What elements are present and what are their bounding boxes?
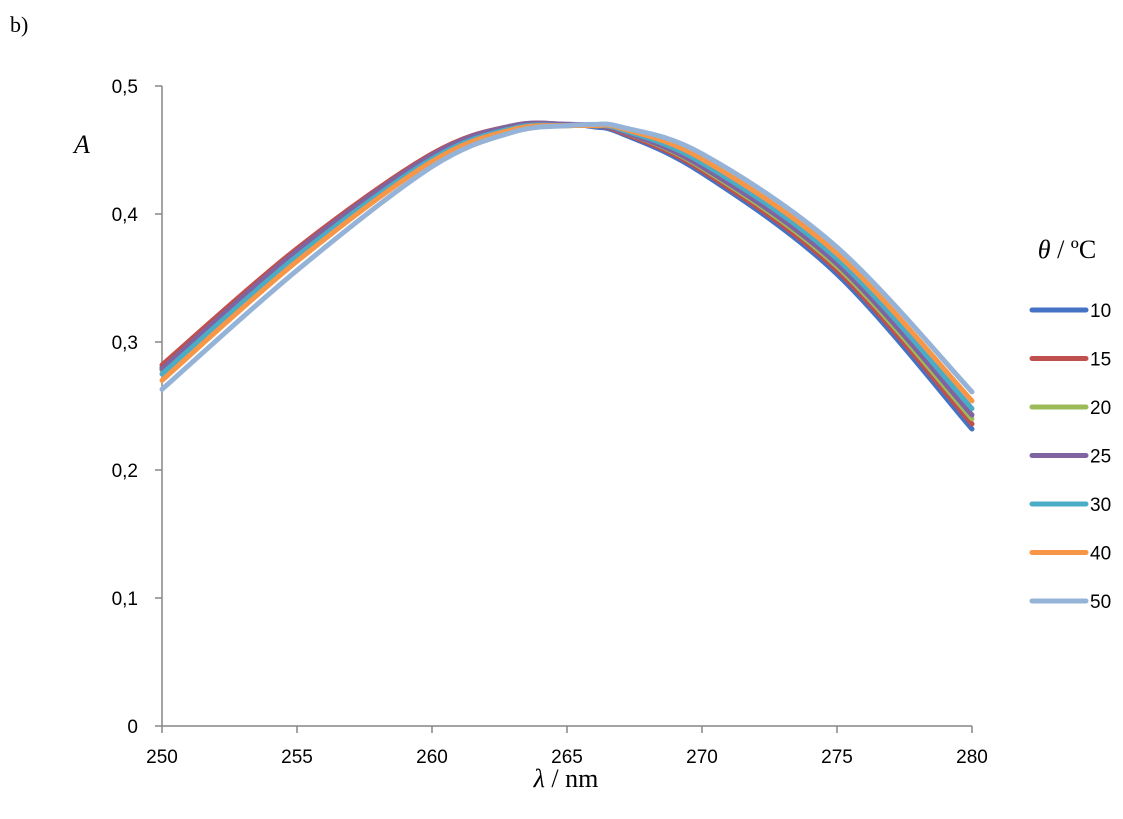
x-axis-label: λ / nm [533, 764, 599, 793]
legend-label-15: 15 [1090, 350, 1111, 371]
legend: θ / ºC 10 15 20 25 30 40 50 [1029, 235, 1111, 613]
axes [161, 86, 973, 733]
x-axis-symbol: λ [533, 764, 545, 793]
y-tick-label: 0 [127, 717, 138, 738]
x-tick-label: 255 [281, 747, 313, 768]
series-layer [159, 120, 975, 432]
x-ticks: 250 255 260 265 270 275 280 [146, 726, 988, 768]
series-line-50 [159, 121, 975, 395]
x-tick-label: 265 [551, 747, 583, 768]
x-tick-label: 275 [821, 747, 853, 768]
legend-label-30: 30 [1090, 495, 1111, 516]
y-axis-label: A [72, 130, 90, 159]
legend-label-10: 10 [1090, 301, 1111, 322]
y-ticks: 0 0,1 0,2 0,3 0,4 0,5 [112, 77, 162, 738]
y-tick-label: 0,3 [112, 333, 138, 354]
x-tick-label: 250 [146, 747, 178, 768]
x-axis-unit: / nm [545, 764, 598, 793]
legend-label-40: 40 [1090, 544, 1111, 565]
legend-title: θ / ºC [1038, 235, 1096, 264]
y-tick-label: 0,1 [112, 589, 138, 610]
x-tick-label: 280 [956, 747, 988, 768]
legend-label-20: 20 [1090, 398, 1111, 419]
y-tick-label: 0,5 [112, 77, 138, 98]
panel-label: b) [10, 12, 29, 37]
y-tick-label: 0,2 [112, 461, 138, 482]
legend-title-unit: / ºC [1051, 235, 1097, 264]
legend-title-symbol: θ [1038, 235, 1051, 264]
legend-label-25: 25 [1090, 447, 1111, 468]
x-tick-label: 260 [416, 747, 448, 768]
x-tick-label: 270 [686, 747, 718, 768]
y-tick-label: 0,4 [112, 205, 139, 226]
legend-label-50: 50 [1090, 592, 1111, 613]
legend-items: 10 15 20 25 30 40 50 [1029, 301, 1111, 613]
